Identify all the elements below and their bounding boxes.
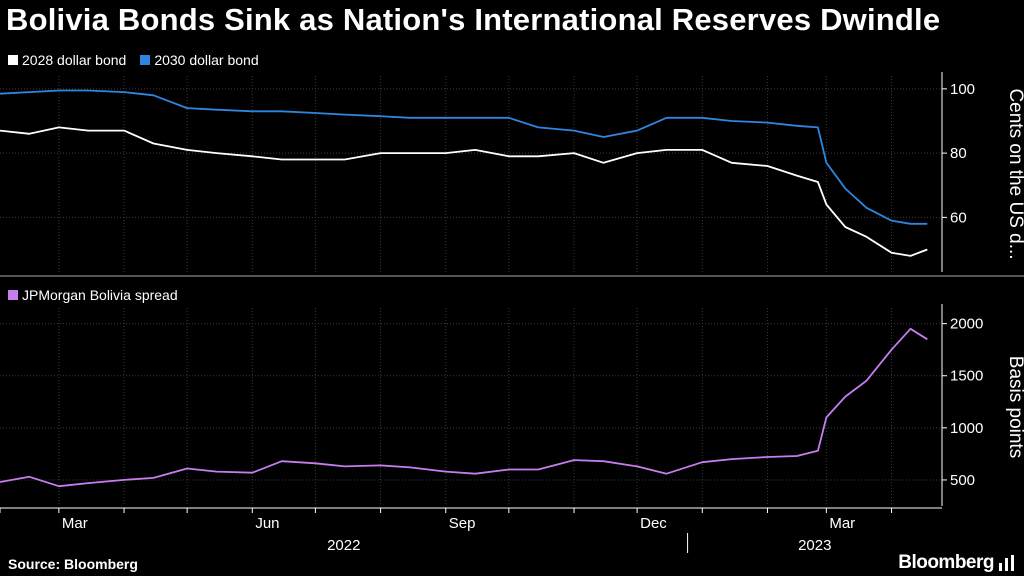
- y-tick-label: 500: [950, 472, 975, 489]
- legend-swatch-2030: [140, 55, 151, 65]
- x-tick-label: Dec: [640, 515, 667, 532]
- bloomberg-chart-icon: [999, 555, 1014, 571]
- legend-item-2028: 2028 dollar bond: [8, 52, 126, 68]
- y-tick-label: 100: [950, 81, 975, 98]
- year-label-2022: 2022: [327, 537, 360, 554]
- brand-wordmark: Bloomberg: [898, 552, 994, 573]
- chart-title: Bolivia Bonds Sink as Nation's Internati…: [6, 2, 941, 37]
- series-line-2030-dollar-bond: [0, 89, 928, 225]
- legend-swatch-2028: [8, 55, 18, 65]
- x-tick-label: Jun: [255, 515, 279, 532]
- x-tick-label: Sep: [449, 515, 476, 532]
- legend-spread: JPMorgan Bolivia spread: [8, 287, 192, 303]
- y-axis-label: Cents on the US d...: [1005, 88, 1024, 259]
- y-tick-label: 1000: [950, 420, 983, 437]
- y-tick-label: 1500: [950, 368, 983, 385]
- legend-item-spread: JPMorgan Bolivia spread: [8, 287, 178, 303]
- x-tick-label: Mar: [829, 515, 855, 532]
- year-label-2023: 2023: [798, 537, 831, 554]
- series-line-jpmorgan-bolivia-spread: [0, 327, 928, 488]
- y-tick-label: 60: [950, 209, 967, 226]
- y-tick-label: 2000: [950, 316, 983, 333]
- legend-label-2030: 2030 dollar bond: [154, 52, 259, 68]
- legend-label-spread: JPMorgan Bolivia spread: [22, 287, 178, 303]
- legend-label-2028: 2028 dollar bond: [22, 52, 127, 68]
- x-tick-label: Mar: [62, 515, 88, 532]
- series-line-2028-dollar-bond: [0, 126, 928, 257]
- y-axis-label: Basis points: [1005, 356, 1024, 458]
- legend-swatch-spread: [8, 290, 18, 300]
- y-tick-label: 80: [950, 145, 967, 162]
- legend-bonds: 2028 dollar bond 2030 dollar bond: [8, 52, 273, 68]
- legend-item-2030: 2030 dollar bond: [140, 52, 259, 68]
- source-note: Source: Bloomberg: [8, 556, 138, 572]
